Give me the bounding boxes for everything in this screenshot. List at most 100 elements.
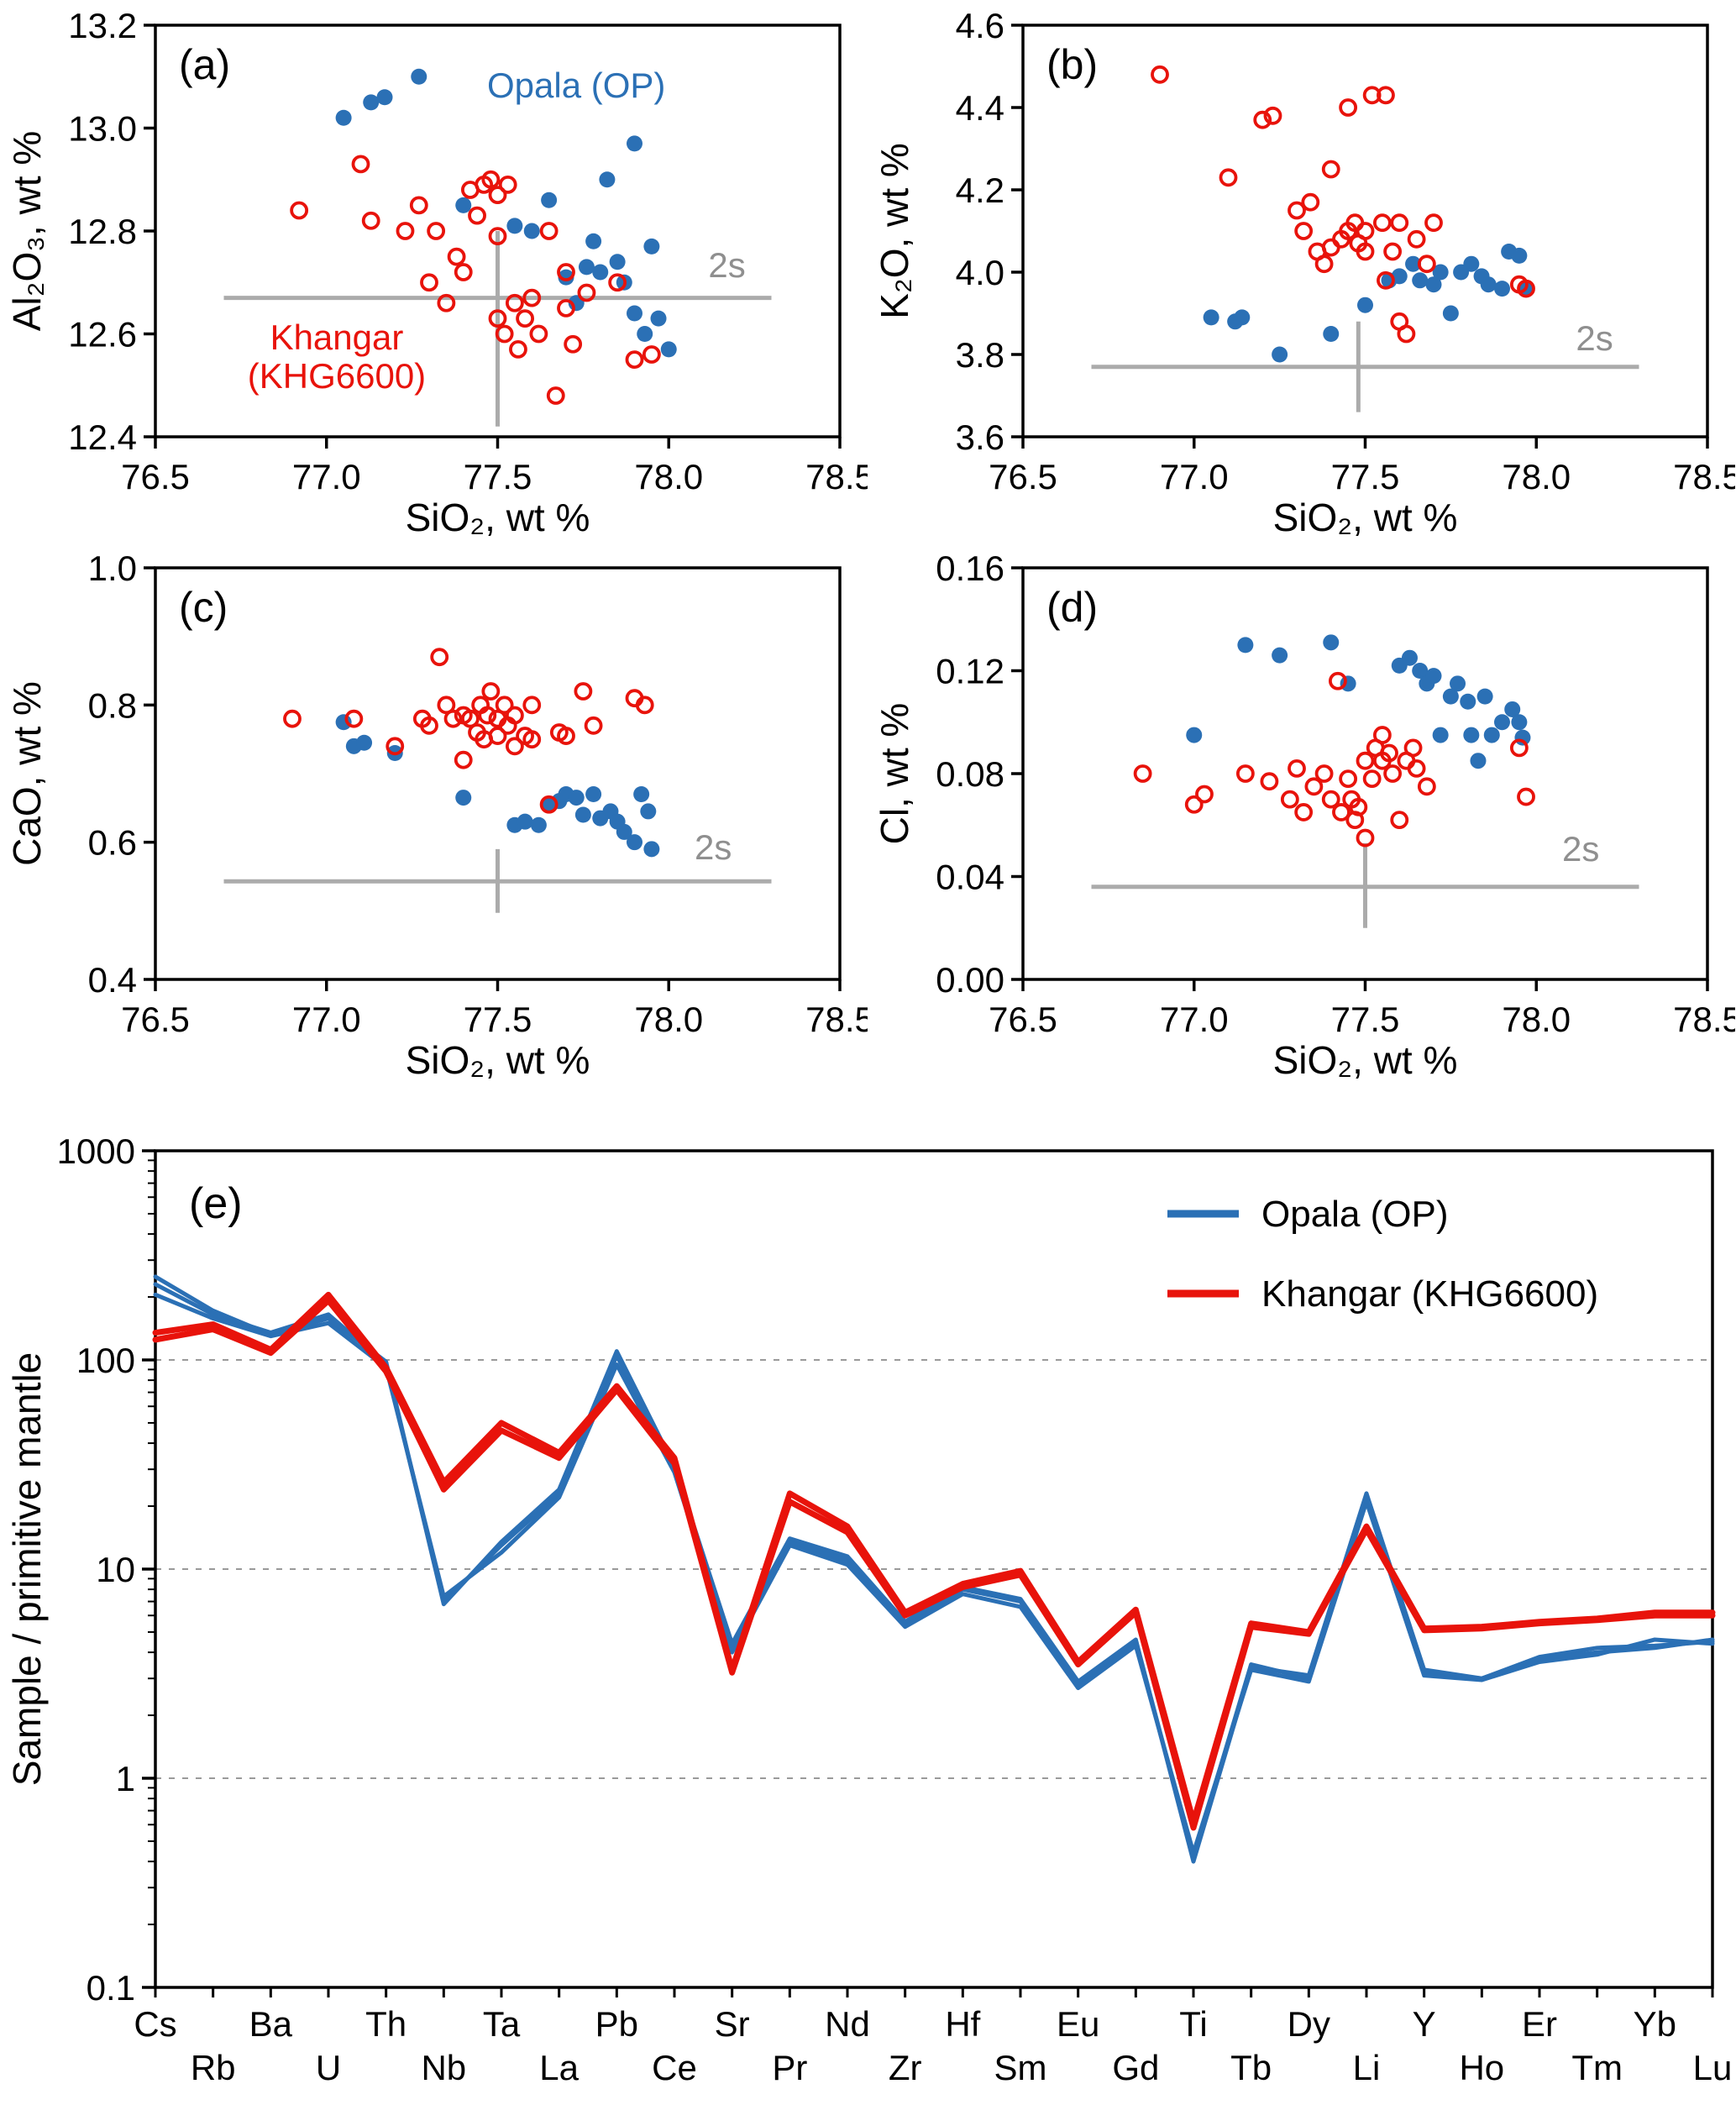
x-tick-label: Er bbox=[1522, 2004, 1557, 2044]
scatter-plot-b: 2s 76.5 77.0 77.5 78.0 78.5 3.6 3.8 4.0 4.2 4.4 4.6… bbox=[873, 6, 1735, 539]
data-point bbox=[1442, 305, 1459, 322]
data-point bbox=[522, 730, 542, 749]
y-tick-label: 0.04 bbox=[936, 858, 1004, 897]
y-axis: 0.1 1 10 100 1000 bbox=[57, 1131, 155, 2008]
y-tick-label: 1.0 bbox=[88, 549, 137, 588]
y-axis-label: CaO, wt % bbox=[5, 681, 49, 866]
data-point bbox=[488, 309, 507, 328]
data-point bbox=[1417, 255, 1436, 274]
series-opala bbox=[1186, 634, 1531, 769]
data-point bbox=[530, 816, 547, 833]
data-point bbox=[1391, 268, 1408, 285]
data-point bbox=[1349, 797, 1368, 816]
data-point bbox=[1425, 668, 1442, 685]
series-opala bbox=[1203, 244, 1534, 363]
error-cross-label: 2s bbox=[1562, 829, 1599, 869]
y-tick-label: 13.0 bbox=[68, 109, 137, 149]
data-point bbox=[1403, 738, 1423, 758]
data-point bbox=[643, 841, 660, 858]
data-point bbox=[420, 273, 438, 292]
x-tick-label: 78.0 bbox=[634, 457, 703, 496]
x-axis: Cs Rb Ba U Th Nb Ta La Pb Ce Sr Pr Nd Zr Hf Sm Eu Gd Ti Tb D… bbox=[134, 1987, 1732, 2087]
data-point bbox=[1253, 110, 1272, 129]
data-point bbox=[1321, 238, 1340, 257]
panel-label: (c) bbox=[179, 584, 228, 631]
x-axis-label: SiO₂, wt % bbox=[1273, 496, 1458, 539]
y-tick-label: 0.00 bbox=[936, 960, 1004, 1000]
data-point bbox=[1323, 326, 1340, 342]
data-point bbox=[1480, 276, 1497, 293]
data-point bbox=[1407, 229, 1426, 249]
data-point bbox=[506, 218, 523, 234]
data-point bbox=[1390, 213, 1409, 233]
data-point bbox=[495, 324, 514, 344]
data-point bbox=[1390, 811, 1409, 830]
data-point bbox=[1237, 637, 1254, 654]
data-point bbox=[616, 823, 632, 840]
data-point bbox=[1470, 753, 1487, 769]
data-point bbox=[509, 339, 527, 359]
panel-e-spider-diagram: 0.1 1 10 100 1000 Cs Rb Ba U Th Nb Ta La Pb Ce Sr Pr Nd Zr… bbox=[0, 1126, 1736, 2122]
data-point bbox=[1407, 759, 1426, 778]
x-tick-label: Gd bbox=[1112, 2048, 1159, 2087]
data-point bbox=[627, 305, 642, 322]
x-tick-label: Ba bbox=[249, 2004, 293, 2044]
series-khangar bbox=[1133, 671, 1535, 848]
y-tick-label: 4.6 bbox=[956, 6, 1004, 45]
data-point bbox=[541, 192, 558, 208]
data-point bbox=[1412, 272, 1429, 289]
data-point bbox=[1260, 772, 1279, 791]
legend-label: Opala (OP) bbox=[1261, 1194, 1449, 1235]
data-point bbox=[1442, 688, 1459, 705]
data-point bbox=[1372, 213, 1392, 233]
data-point bbox=[1511, 714, 1528, 731]
series-opala bbox=[335, 68, 677, 358]
data-point bbox=[461, 709, 480, 728]
data-point bbox=[437, 293, 456, 312]
error-cross-label: 2s bbox=[708, 245, 745, 285]
sample-line bbox=[152, 1297, 1716, 1831]
x-axis-label: SiO₂, wt % bbox=[406, 496, 590, 539]
data-point bbox=[1460, 693, 1476, 710]
x-tick-label: Tm bbox=[1571, 2048, 1623, 2087]
data-point bbox=[1425, 276, 1442, 293]
y-tick-label: 0.12 bbox=[936, 652, 1004, 691]
data-point bbox=[1332, 803, 1351, 822]
error-cross-2s: 2s bbox=[1091, 318, 1639, 412]
data-point bbox=[1463, 255, 1480, 272]
panel-label: (d) bbox=[1046, 584, 1098, 631]
data-point bbox=[539, 795, 559, 814]
data-point bbox=[577, 283, 596, 302]
data-point bbox=[505, 293, 524, 312]
data-point bbox=[1356, 828, 1375, 848]
x-tick-label: Rb bbox=[191, 2048, 236, 2087]
error-cross-label: 2s bbox=[695, 827, 732, 867]
data-point bbox=[1184, 795, 1204, 814]
legend-label: Khangar (KHG6600) bbox=[1261, 1273, 1598, 1315]
data-point bbox=[437, 696, 456, 715]
data-point bbox=[642, 345, 661, 364]
error-cross-2s: 2s bbox=[223, 827, 772, 913]
y-axis: 12.4 12.6 12.8 13.0 13.2 bbox=[68, 6, 155, 457]
y-tick-label: 1000 bbox=[57, 1131, 135, 1171]
data-point bbox=[335, 714, 352, 731]
x-tick-label: Zr bbox=[889, 2048, 922, 2087]
error-cross-label: 2s bbox=[1576, 318, 1613, 358]
data-point bbox=[650, 310, 667, 327]
y-tick-label: 0.4 bbox=[88, 960, 137, 1000]
data-point bbox=[574, 682, 593, 701]
x-tick-label: 77.5 bbox=[1331, 1000, 1400, 1039]
data-point bbox=[1339, 98, 1358, 117]
y-axis: 0.00 0.04 0.08 0.12 0.16 bbox=[936, 549, 1023, 1000]
data-point bbox=[1483, 727, 1500, 743]
data-point bbox=[455, 197, 472, 213]
data-point bbox=[488, 186, 507, 205]
data-point bbox=[1288, 201, 1306, 220]
data-point bbox=[427, 222, 446, 240]
data-point bbox=[351, 155, 370, 174]
error-cross-2s: 2s bbox=[1091, 829, 1639, 928]
data-point bbox=[1133, 764, 1152, 783]
data-point bbox=[488, 727, 507, 745]
data-point bbox=[1383, 242, 1402, 261]
